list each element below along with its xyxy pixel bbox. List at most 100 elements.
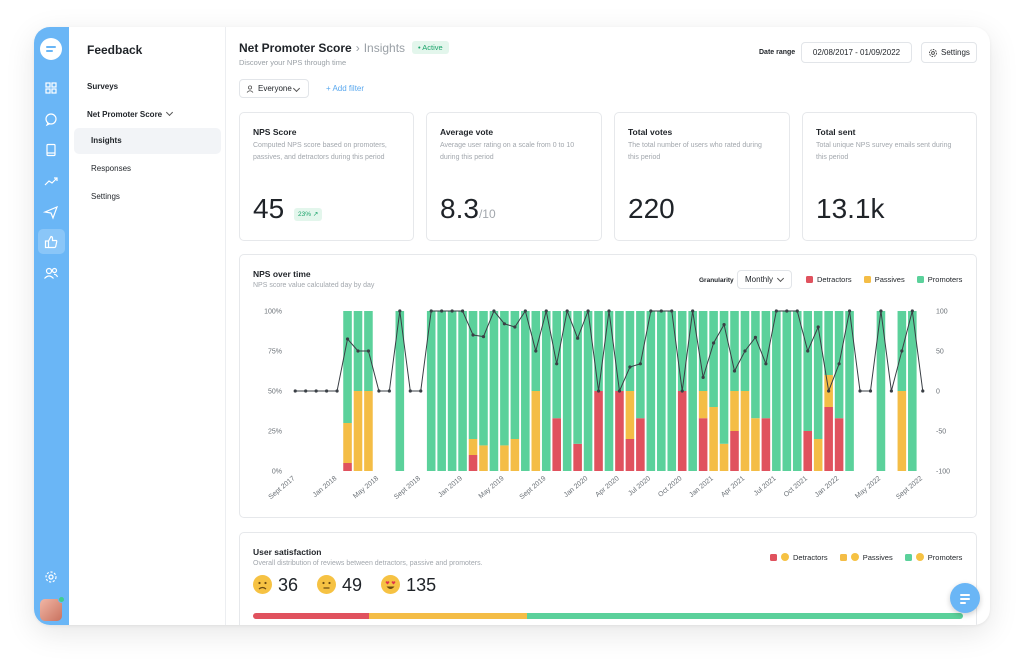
subnav-item-insights[interactable]: Insights xyxy=(74,128,221,154)
chat-launcher-button[interactable] xyxy=(950,583,980,613)
kpi-description: The total number of users who rated duri… xyxy=(628,142,762,161)
gear-icon[interactable] xyxy=(42,568,60,586)
bar-promoters xyxy=(447,311,457,471)
breadcrumb-separator: › xyxy=(355,41,360,55)
avatar[interactable] xyxy=(40,596,65,621)
subnav-item-nps[interactable]: Net Promoter Score xyxy=(87,108,174,119)
date-range-picker[interactable]: 02/08/2017 - 01/09/2022 xyxy=(801,42,912,63)
legend-swatch xyxy=(770,554,777,561)
legend-detractors[interactable]: Detractors xyxy=(806,275,852,284)
legend-passives[interactable]: Passives xyxy=(863,275,905,284)
subnav-item-surveys[interactable]: Surveys xyxy=(87,82,119,91)
kpi-card-total-votes: Total votes The total number of users wh… xyxy=(614,112,790,241)
bar-promoters xyxy=(677,311,687,391)
nps-point xyxy=(366,349,371,353)
book-icon[interactable] xyxy=(42,141,60,159)
nps-point xyxy=(691,309,695,313)
nps-point xyxy=(628,365,632,369)
thumbs-up-icon[interactable] xyxy=(42,233,60,251)
bar-passives xyxy=(500,445,509,471)
bar-promoters xyxy=(709,311,718,407)
bar-detractors xyxy=(343,463,352,471)
nps-point xyxy=(764,362,768,366)
grid-icon[interactable] xyxy=(42,79,60,97)
nps-point xyxy=(304,389,308,393)
bar-passives xyxy=(510,439,520,471)
bar-promoters xyxy=(751,311,760,419)
bar-promoters xyxy=(667,311,677,471)
satisfaction-distribution-bar xyxy=(253,613,963,619)
segment-filter-dropdown[interactable]: Everyone xyxy=(239,79,309,98)
subnav-item-responses[interactable]: Responses xyxy=(91,164,132,173)
nps-point xyxy=(356,349,360,353)
nps-point xyxy=(638,362,642,366)
satisfaction-subtitle: Overall distribution of reviews between … xyxy=(253,560,483,567)
y-left-tick-label: 100% xyxy=(264,309,282,316)
nps-point xyxy=(429,309,433,313)
bar-detractors xyxy=(824,407,833,471)
bar-promoters xyxy=(521,311,530,471)
online-status-dot xyxy=(58,596,65,603)
nps-point xyxy=(586,309,590,313)
neutral-face-icon xyxy=(850,553,859,561)
users-icon[interactable] xyxy=(42,264,60,282)
chevron-down-icon xyxy=(166,108,174,117)
settings-button[interactable]: Settings xyxy=(921,42,977,63)
bar-detractors xyxy=(573,443,582,471)
page-title: Net Promoter Score › Insights xyxy=(239,41,405,55)
nps-point xyxy=(481,335,486,339)
bar-passives xyxy=(719,443,729,471)
nps-over-time-card: NPS over time NPS score value calculated… xyxy=(239,254,977,518)
x-tick-label: Jan 2019 xyxy=(437,475,464,499)
bar-promoters xyxy=(813,311,823,439)
send-icon[interactable] xyxy=(42,203,60,221)
distribution-segment-passives xyxy=(369,613,528,619)
legend-swatch xyxy=(806,276,813,283)
nps-point xyxy=(774,309,778,313)
bar-promoters xyxy=(437,311,446,471)
nps-point xyxy=(868,389,873,393)
bar-promoters xyxy=(395,311,405,471)
y-right-tick-label: 100 xyxy=(936,309,948,316)
granularity-dropdown[interactable]: Monthly xyxy=(737,270,792,289)
add-filter-button[interactable]: + Add filter xyxy=(326,84,365,93)
x-tick-label: Jul 2020 xyxy=(627,475,652,497)
bar-passives xyxy=(343,423,352,463)
nps-point xyxy=(335,389,339,393)
bar-detractors xyxy=(615,391,624,471)
bar-passives xyxy=(897,391,907,471)
y-right-tick-label: -100 xyxy=(936,469,950,476)
trend-icon[interactable] xyxy=(42,172,60,190)
heart-eyes-face-icon xyxy=(915,553,924,561)
y-left-tick-label: 0% xyxy=(272,469,282,476)
bar-passives xyxy=(740,391,750,471)
bar-promoters xyxy=(573,311,582,444)
bar-promoters xyxy=(876,311,886,471)
nps-point xyxy=(732,369,737,373)
legend-promoters: Promoters xyxy=(904,553,962,562)
bar-detractors xyxy=(468,455,478,471)
legend-label: Detractors xyxy=(793,553,828,562)
kpi-card-average-vote: Average vote Average user rating on a sc… xyxy=(426,112,602,241)
legend-promoters[interactable]: Promoters xyxy=(916,275,962,284)
x-tick-label: May 2018 xyxy=(352,475,380,500)
nps-point xyxy=(617,389,622,393)
nps-chart: 0% 25% 50% 75% 100% -100 -50 0 50 100 Sept 2017 Jan… xyxy=(264,309,950,502)
x-tick-label: Oct 2020 xyxy=(657,475,683,499)
app-logo-icon[interactable] xyxy=(40,38,62,60)
chat-icon[interactable] xyxy=(42,110,60,128)
nps-point xyxy=(408,389,412,393)
x-tick-label: Jan 2020 xyxy=(563,475,590,499)
legend-label: Passives xyxy=(874,275,905,284)
nps-point xyxy=(534,349,538,353)
count-value: 49 xyxy=(342,575,363,595)
y-right-tick-label: 0 xyxy=(936,389,940,396)
legend-swatch xyxy=(916,276,924,283)
subnav-item-settings[interactable]: Settings xyxy=(91,192,120,201)
kpi-value: 8.3/10 xyxy=(440,193,496,225)
bar-detractors xyxy=(677,391,687,471)
nps-point xyxy=(377,389,381,393)
nps-point xyxy=(502,322,507,326)
kpi-value-unit: /10 xyxy=(478,207,496,221)
x-tick-label: Apr 2020 xyxy=(594,475,620,499)
